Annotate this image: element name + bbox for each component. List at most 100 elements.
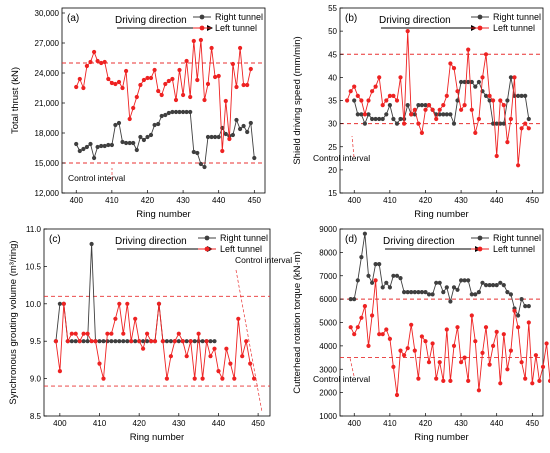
data-point-left-tunnel <box>533 353 539 358</box>
data-point-left-tunnel <box>387 93 392 98</box>
data-point-right-tunnel <box>159 113 164 119</box>
data-point-left-tunnel <box>85 331 90 336</box>
data-point-left-tunnel <box>491 98 496 103</box>
data-point-right-tunnel <box>476 79 481 85</box>
data-point-left-tunnel <box>491 343 496 348</box>
control-interval-pointer <box>235 269 263 413</box>
data-point-right-tunnel <box>177 109 182 115</box>
x-tick-label: 400 <box>70 196 84 205</box>
data-point-left-tunnel <box>170 76 175 82</box>
y-tick-label: 9.5 <box>30 337 42 346</box>
data-point-left-tunnel <box>138 82 143 88</box>
data-point-right-tunnel <box>113 122 118 128</box>
data-point-left-tunnel <box>240 354 245 359</box>
legend-marker <box>477 14 483 20</box>
y-tick-label: 5000 <box>319 319 337 328</box>
data-point-left-tunnel <box>476 388 481 393</box>
data-point-left-tunnel <box>113 81 118 87</box>
driving-direction-label: Driving direction <box>115 236 187 247</box>
data-point-right-tunnel <box>176 339 181 344</box>
data-point-right-tunnel <box>370 116 375 122</box>
data-point-right-tunnel <box>81 339 86 344</box>
data-point-left-tunnel <box>444 327 449 332</box>
data-point-right-tunnel <box>124 140 129 146</box>
data-point-left-tunnel <box>544 341 549 346</box>
data-point-right-tunnel <box>451 121 457 126</box>
data-point-right-tunnel <box>434 280 439 285</box>
data-point-right-tunnel <box>355 278 360 283</box>
data-point-left-tunnel <box>113 316 118 321</box>
data-point-left-tunnel <box>77 76 82 82</box>
data-point-right-tunnel <box>508 292 513 297</box>
x-axis-label: Ring number <box>136 209 190 220</box>
data-point-right-tunnel <box>156 121 161 127</box>
data-point-right-tunnel <box>394 121 400 126</box>
control-interval-pointer <box>351 135 355 158</box>
data-point-right-tunnel <box>164 339 169 344</box>
data-point-left-tunnel <box>409 112 414 117</box>
data-point-right-tunnel <box>366 273 371 278</box>
data-point-left-tunnel <box>469 107 474 112</box>
data-point-right-tunnel <box>387 103 392 108</box>
data-point-left-tunnel <box>212 346 217 351</box>
data-point-right-tunnel <box>508 75 513 80</box>
data-point-left-tunnel <box>252 376 257 381</box>
data-point-left-tunnel <box>102 59 107 65</box>
data-point-right-tunnel <box>188 109 193 115</box>
data-point-right-tunnel <box>200 339 205 344</box>
data-point-left-tunnel <box>494 153 499 159</box>
data-point-left-tunnel <box>441 378 446 383</box>
data-point-right-tunnel <box>423 290 428 295</box>
data-point-left-tunnel <box>141 346 146 351</box>
x-tick-label: 400 <box>348 419 362 428</box>
x-tick-label: 430 <box>172 419 186 428</box>
data-point-right-tunnel <box>134 147 139 153</box>
data-point-right-tunnel <box>387 285 392 290</box>
data-point-left-tunnel <box>116 79 122 85</box>
data-point-right-tunnel <box>359 255 364 260</box>
data-point-right-tunnel <box>444 112 449 117</box>
data-point-left-tunnel <box>405 29 410 34</box>
data-point-left-tunnel <box>394 392 400 398</box>
y-tick-label: 45 <box>328 50 337 59</box>
data-point-right-tunnel <box>192 339 197 344</box>
data-point-right-tunnel <box>416 290 421 295</box>
x-axis-label: Ring number <box>414 209 468 220</box>
data-point-right-tunnel <box>419 103 424 108</box>
data-point-right-tunnel <box>101 339 106 344</box>
data-point-left-tunnel <box>540 364 546 369</box>
data-point-left-tunnel <box>81 85 86 91</box>
data-point-right-tunnel <box>370 280 375 285</box>
data-point-right-tunnel <box>480 280 485 285</box>
data-point-left-tunnel <box>345 98 350 103</box>
data-point-right-tunnel <box>106 142 111 148</box>
data-point-left-tunnel <box>227 136 232 142</box>
data-point-right-tunnel <box>213 134 218 140</box>
data-point-left-tunnel <box>359 98 364 103</box>
data-point-left-tunnel <box>160 339 165 344</box>
data-point-right-tunnel <box>505 290 510 295</box>
data-point-left-tunnel <box>95 58 100 64</box>
y-tick-label: 30,000 <box>35 9 60 18</box>
data-point-left-tunnel <box>101 376 106 381</box>
x-tick-label: 450 <box>526 419 540 428</box>
data-point-left-tunnel <box>177 67 182 73</box>
y-tick-label: 11.0 <box>26 225 42 234</box>
series-line-right-tunnel <box>55 243 215 342</box>
data-point-left-tunnel <box>74 84 79 90</box>
data-point-right-tunnel <box>526 304 531 309</box>
data-point-right-tunnel <box>373 262 378 267</box>
data-point-right-tunnel <box>391 116 396 122</box>
data-point-right-tunnel <box>141 339 146 344</box>
data-point-left-tunnel <box>419 334 424 339</box>
data-point-right-tunnel <box>109 339 114 344</box>
data-point-left-tunnel <box>505 140 510 145</box>
data-point-right-tunnel <box>448 299 453 304</box>
data-point-right-tunnel <box>473 292 478 297</box>
data-point-left-tunnel <box>181 92 186 98</box>
data-point-right-tunnel <box>405 103 410 108</box>
data-point-left-tunnel <box>359 315 364 320</box>
data-point-right-tunnel <box>74 141 79 147</box>
data-point-right-tunnel <box>102 143 107 149</box>
panel-0: 400 410 420 430 440 450 12,000 15,000 18,000 21,0… <box>10 7 266 220</box>
